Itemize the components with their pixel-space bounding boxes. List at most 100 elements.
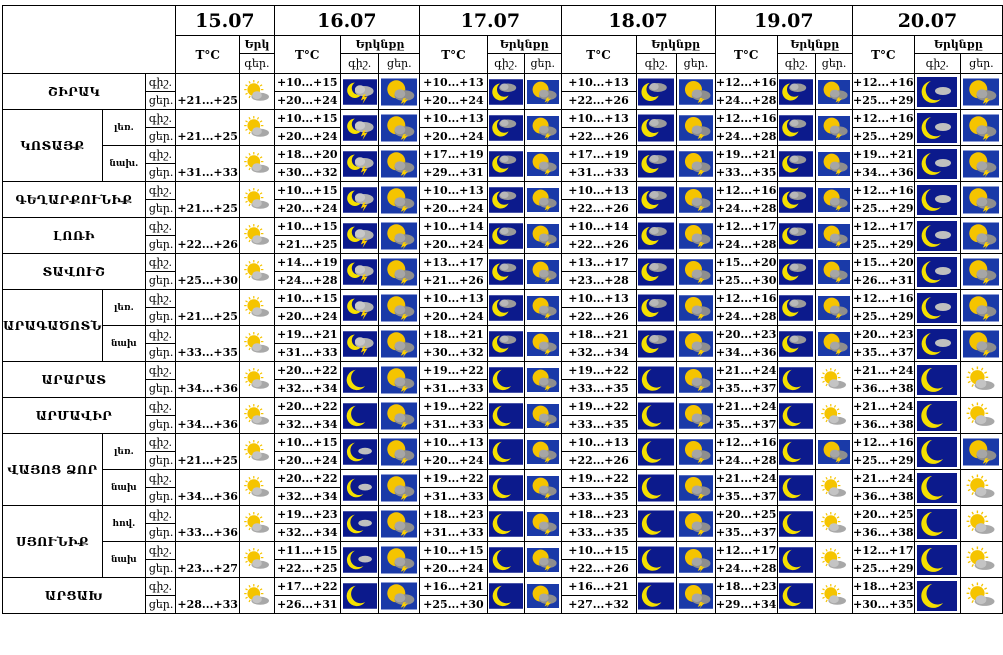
storm-day-icon — [523, 217, 562, 254]
day-temperature: +22...+25 — [273, 559, 341, 578]
storm-night-icon — [342, 222, 377, 249]
moon-cloud-night-icon — [342, 510, 377, 537]
night-temperature: +19...+21 — [714, 145, 778, 164]
forecast-row: նախ գիշ. +33...+35 +19...+21 +18...+21 +18...… — [3, 325, 1003, 362]
day-row-label: ցեր. — [144, 379, 177, 398]
night-temperature: +16...+21 — [560, 577, 637, 596]
region-name: ՎԱՅՈՑ ՁՈՐ — [2, 433, 103, 506]
storm-day-icon — [818, 115, 851, 140]
storm-day-icon — [818, 295, 851, 320]
day-subheader: ցեր. — [676, 53, 716, 74]
cloud-night-icon — [486, 217, 525, 254]
day-temperature: +20...+24 — [273, 199, 341, 218]
region-name: ԱՐԱՐԱՏ — [2, 361, 146, 398]
forecast-row: նախ. գիշ. +31...+33 +18...+20 +17...+19 +17..… — [3, 145, 1003, 182]
day-temperature: +20...+24 — [419, 307, 488, 326]
storm-day-icon — [676, 109, 716, 146]
subregion-label: նախ — [101, 469, 146, 506]
night-row-label: գիշ. — [144, 541, 177, 560]
cloud-night-icon — [486, 73, 525, 110]
storm-day-icon — [523, 325, 562, 362]
moon-night-icon — [638, 402, 675, 429]
date-header: 20.07 — [851, 5, 1003, 36]
moon-night-icon — [638, 546, 675, 573]
storm-day-icon — [818, 259, 851, 284]
storm-day-icon — [818, 187, 851, 212]
day-temperature: +20...+24 — [273, 307, 341, 326]
forecast-row: ԱՐԱՐԱՏ գիշ. +34...+36 +20...+22 +19...+22 +19… — [2, 361, 1003, 398]
moon-night-icon — [339, 397, 380, 434]
storm-day-icon — [378, 253, 421, 290]
moon-night-icon — [779, 366, 814, 393]
temperature-15-07: +21...+25 — [175, 181, 241, 218]
storm-day-icon — [815, 217, 853, 254]
night-row-label: գիշ. — [144, 397, 177, 416]
moon-night-icon — [913, 361, 961, 398]
day-temperature: +33...+35 — [560, 379, 637, 398]
partly-sunny-icon — [239, 505, 275, 542]
day-temperature: +29...+34 — [714, 595, 778, 614]
day-temperature: +24...+28 — [273, 271, 341, 290]
cloud-night-icon — [488, 114, 523, 141]
storm-day-icon — [676, 181, 716, 218]
partly-sunny-icon — [239, 361, 275, 398]
night-temperature: +10...+13 — [419, 181, 488, 200]
day-temperature: +22...+26 — [560, 451, 637, 470]
day-temperature: +20...+24 — [419, 199, 488, 218]
cloud-night-icon — [779, 186, 814, 213]
day-temperature: +20...+24 — [419, 127, 488, 146]
night-temperature: +10...+14 — [560, 217, 637, 236]
storm-day-icon — [959, 145, 1003, 182]
storm-day-icon — [678, 438, 713, 465]
moon-night-icon — [779, 438, 814, 465]
storm-day-icon — [381, 438, 418, 465]
storm-day-icon — [381, 222, 418, 249]
partly-sunny-icon — [959, 361, 1003, 398]
storm-day-icon — [676, 541, 716, 578]
storm-day-icon — [526, 223, 559, 248]
moon-night-icon — [635, 577, 678, 614]
storm-day-icon — [381, 258, 418, 285]
temperature-15-07: +21...+25 — [175, 73, 241, 110]
moon-cloud-night-icon — [913, 181, 961, 218]
moon-night-icon — [342, 402, 377, 429]
day-row-label: ցեր. — [144, 559, 177, 578]
storm-day-icon — [526, 475, 559, 500]
partly-sunny-icon — [244, 151, 269, 173]
moon-night-icon — [339, 577, 380, 614]
moon-cloud-night-icon — [342, 474, 377, 501]
subregion-label: լեռ. — [101, 109, 146, 146]
night-temperature: +21...+24 — [714, 397, 778, 416]
temperature-15-07: +21...+25 — [175, 433, 241, 470]
subregion-label: նախ — [101, 325, 146, 362]
storm-day-icon — [818, 223, 851, 248]
moon-cloud-night-icon — [913, 109, 961, 146]
moon-night-icon — [635, 397, 678, 434]
partly-sunny-icon — [967, 582, 995, 606]
storm-day-icon — [526, 259, 559, 284]
day-row-label: ցեր. — [144, 271, 177, 290]
moon-night-icon — [486, 541, 525, 578]
day-temperature: +35...+37 — [714, 487, 778, 506]
storm-day-icon — [959, 433, 1003, 470]
moon-night-icon — [488, 582, 523, 609]
moon-night-icon — [638, 474, 675, 501]
night-temperature: +10...+14 — [419, 217, 488, 236]
storm-day-icon — [523, 469, 562, 506]
cloud-night-icon — [779, 294, 814, 321]
moon-cloud-night-icon — [339, 505, 380, 542]
storm-day-icon — [959, 73, 1003, 110]
night-row-label: գիշ. — [144, 253, 177, 272]
moon-night-icon — [638, 582, 675, 609]
storm-day-icon — [381, 546, 418, 573]
cloud-night-icon — [776, 325, 817, 362]
partly-sunny-icon — [244, 295, 269, 317]
moon-cloud-night-icon — [913, 253, 961, 290]
storm-day-icon — [526, 115, 559, 140]
storm-day-icon — [678, 114, 713, 141]
partly-sunny-icon — [959, 577, 1003, 614]
moon-cloud-night-icon — [913, 145, 961, 182]
night-row-label: գիշ. — [144, 505, 177, 524]
day-temperature: +24...+28 — [714, 127, 778, 146]
night-temperature: +10...+15 — [273, 217, 341, 236]
